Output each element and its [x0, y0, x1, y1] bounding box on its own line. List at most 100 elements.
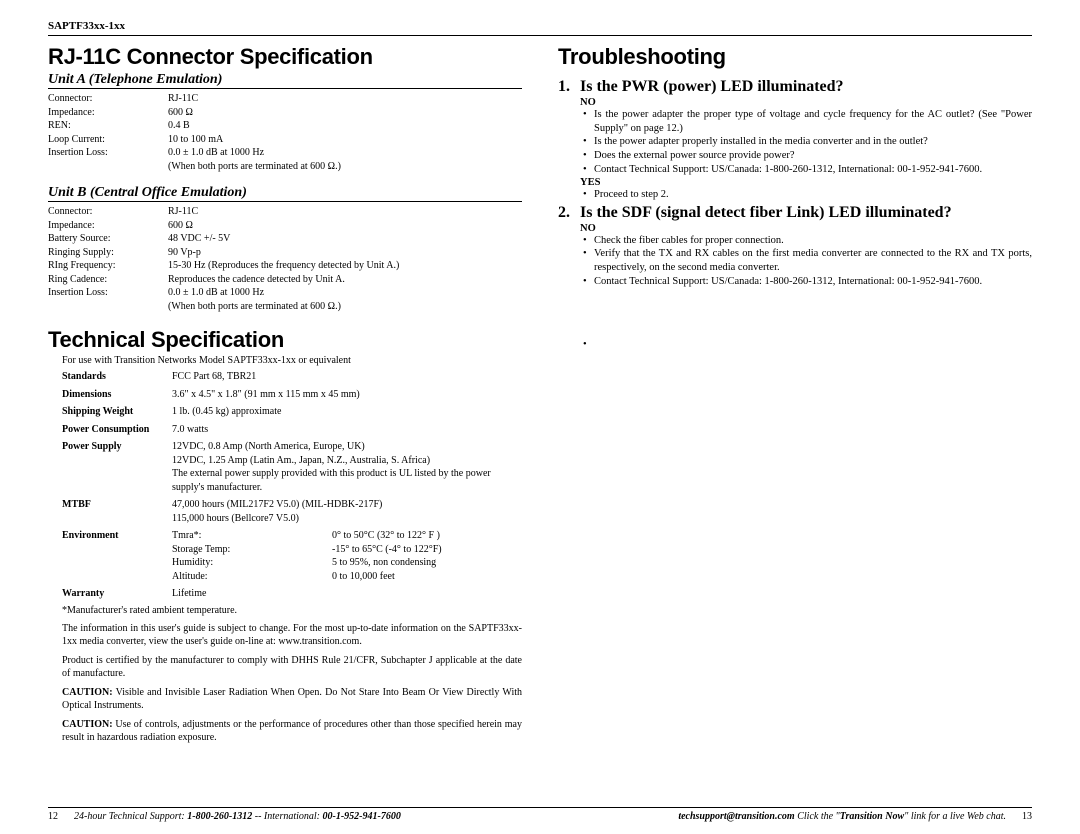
spec-label: RIng Frequency:: [48, 259, 168, 273]
troubleshoot-bullet: •Verify that the TX and RX cables on the…: [580, 247, 1032, 274]
footer-email: techsupport@transition.com: [678, 811, 794, 822]
spec-row: Impedance:600 Ω: [48, 219, 522, 233]
techspec-row: StandardsFCC Part 68, TBR21: [62, 370, 522, 384]
bullet-mark-icon: •: [580, 149, 594, 163]
techspec-value: 3.6" x 4.5" x 1.8" (91 mm x 115 mm x 45 …: [172, 388, 522, 402]
spec-row: Insertion Loss:0.0 ± 1.0 dB at 1000 Hz: [48, 286, 522, 300]
env-label: Environment: [62, 529, 172, 583]
env-row: Storage Temp:-15° to 65°C (-4° to 122°F): [172, 543, 522, 557]
env-row: Humidity:5 to 95%, non condensing: [172, 556, 522, 570]
techspec-value: 47,000 hours (MIL217F2 V5.0) (MIL-HDBK-2…: [172, 498, 522, 525]
spec-label: Impedance:: [48, 219, 168, 233]
techspec-row: Power Consumption7.0 watts: [62, 423, 522, 437]
techspec-label: MTBF: [62, 498, 172, 525]
footer-chat-c: " link for a live Web chat.: [904, 811, 1006, 822]
techspec-label: Power Supply: [62, 440, 172, 494]
bullet-mark-icon: •: [580, 108, 594, 135]
caution-label-1: CAUTION:: [62, 687, 113, 698]
env-value: -15° to 65°C (-4° to 122°F): [332, 543, 522, 557]
techspec-label: Standards: [62, 370, 172, 384]
bullet-text: Is the power adapter the proper type of …: [594, 108, 1032, 135]
spec-row: Impedance:600 Ω: [48, 106, 522, 120]
unit-b-heading: Unit B (Central Office Emulation): [48, 185, 522, 202]
troubleshoot-bullet: •Proceed to step 2.: [580, 188, 1032, 202]
spec-label: Insertion Loss:: [48, 286, 168, 300]
spec-value: RJ-11C: [168, 92, 522, 106]
techspec-warranty: Warranty Lifetime: [62, 587, 522, 601]
spec-value: Reproduces the cadence detected by Unit …: [168, 273, 522, 287]
spec-row: Ringing Supply:90 Vp-p: [48, 246, 522, 260]
caution-text-1: Visible and Invisible Laser Radiation Wh…: [62, 687, 522, 711]
spec-value: 10 to 100 mA: [168, 133, 522, 147]
caution-text-2: Use of controls, adjustments or the perf…: [62, 719, 522, 743]
heading-troubleshooting: Troubleshooting: [558, 44, 1032, 70]
spec-value: 0.0 ± 1.0 dB at 1000 Hz: [168, 286, 522, 300]
techspec-row: MTBF47,000 hours (MIL217F2 V5.0) (MIL-HD…: [62, 498, 522, 525]
footer-phone-1: 1-800-260-1312: [187, 811, 252, 822]
spec-value: 600 Ω: [168, 106, 522, 120]
bullet-text: Check the fiber cables for proper connec…: [594, 234, 1032, 248]
techspec-intro: For use with Transition Networks Model S…: [62, 355, 522, 366]
env-value: 0 to 10,000 feet: [332, 570, 522, 584]
spec-label: Loop Current:: [48, 133, 168, 147]
heading-rj11c: RJ-11C Connector Specification: [48, 44, 522, 70]
page-number-right: 13: [1006, 811, 1032, 822]
spec-value: 90 Vp-p: [168, 246, 522, 260]
spec-row: Battery Source:48 VDC +/- 5V: [48, 232, 522, 246]
env-sublabel: Tmra*:: [172, 529, 332, 543]
spec-label: Impedance:: [48, 106, 168, 120]
spec-row: Insertion Loss:0.0 ± 1.0 dB at 1000 Hz: [48, 146, 522, 160]
heading-techspec: Technical Specification: [48, 327, 522, 353]
warranty-value: Lifetime: [172, 587, 522, 601]
spec-label: REN:: [48, 119, 168, 133]
env-sublabel: Humidity:: [172, 556, 332, 570]
bullet-mark-icon: •: [580, 163, 594, 177]
bullet-mark-icon: •: [580, 234, 594, 248]
caution-1: CAUTION: Visible and Invisible Laser Rad…: [62, 686, 522, 712]
q1-number: 1.: [558, 78, 580, 96]
techspec-environment: Environment Tmra*:0° to 50°C (32° to 122…: [62, 529, 522, 583]
caution-2: CAUTION: Use of controls, adjustments or…: [62, 718, 522, 744]
techspec-row: Shipping Weight1 lb. (0.45 kg) approxima…: [62, 405, 522, 419]
question-1: 1. Is the PWR (power) LED illuminated?: [558, 78, 1032, 96]
techspec-row: Power Supply12VDC, 0.8 Amp (North Americ…: [62, 440, 522, 494]
bullet-text: Is the power adapter properly installed …: [594, 135, 1032, 149]
spec-label: Ring Cadence:: [48, 273, 168, 287]
empty-bullet: •: [580, 338, 1032, 352]
spec-row: REN:0.4 B: [48, 119, 522, 133]
techspec-footnote: *Manufacturer's rated ambient temperatur…: [62, 605, 522, 616]
bullet-text: Contact Technical Support: US/Canada: 1-…: [594, 163, 1032, 177]
bullet-text: Verify that the TX and RX cables on the …: [594, 247, 1032, 274]
page-number-left: 12: [48, 811, 74, 822]
q2-number: 2.: [558, 204, 580, 222]
bullet-mark-icon: •: [580, 338, 594, 352]
two-column-content: RJ-11C Connector Specification Unit A (T…: [48, 44, 1032, 799]
spec-value: 600 Ω: [168, 219, 522, 233]
env-sublabel: Storage Temp:: [172, 543, 332, 557]
q1-text: Is the PWR (power) LED illuminated?: [580, 78, 1032, 96]
env-row: Altitude:0 to 10,000 feet: [172, 570, 522, 584]
bullet-text: Does the external power source provide p…: [594, 149, 1032, 163]
bullet-mark-icon: •: [580, 275, 594, 289]
unit-a-note: (When both ports are terminated at 600 Ω…: [168, 160, 522, 174]
bullet-text: Contact Technical Support: US/Canada: 1-…: [594, 275, 1032, 289]
spec-label: Connector:: [48, 92, 168, 106]
spec-value: 0.0 ± 1.0 dB at 1000 Hz: [168, 146, 522, 160]
disclaimer-para-2: Product is certified by the manufacturer…: [62, 654, 522, 680]
techspec-label: Power Consumption: [62, 423, 172, 437]
techspec-row: Dimensions3.6" x 4.5" x 1.8" (91 mm x 11…: [62, 388, 522, 402]
disclaimer-para-1: The information in this user's guide is …: [62, 622, 522, 648]
spec-row: Connector:RJ-11C: [48, 92, 522, 106]
spec-row: Ring Cadence:Reproduces the cadence dete…: [48, 273, 522, 287]
spec-value: RJ-11C: [168, 205, 522, 219]
footer-phone-2: 00-1-952-941-7600: [323, 811, 401, 822]
techspec-value: FCC Part 68, TBR21: [172, 370, 522, 384]
env-value: 0° to 50°C (32° to 122° F ): [332, 529, 522, 543]
footer-chat-b: Transition Now: [840, 811, 904, 822]
spec-value: 48 VDC +/- 5V: [168, 232, 522, 246]
bullet-mark-icon: •: [580, 247, 594, 274]
techspec-label: Shipping Weight: [62, 405, 172, 419]
footer-chat-a: Click the ": [795, 811, 840, 822]
spec-label: Battery Source:: [48, 232, 168, 246]
footer-intl-text: -- International:: [252, 811, 322, 822]
